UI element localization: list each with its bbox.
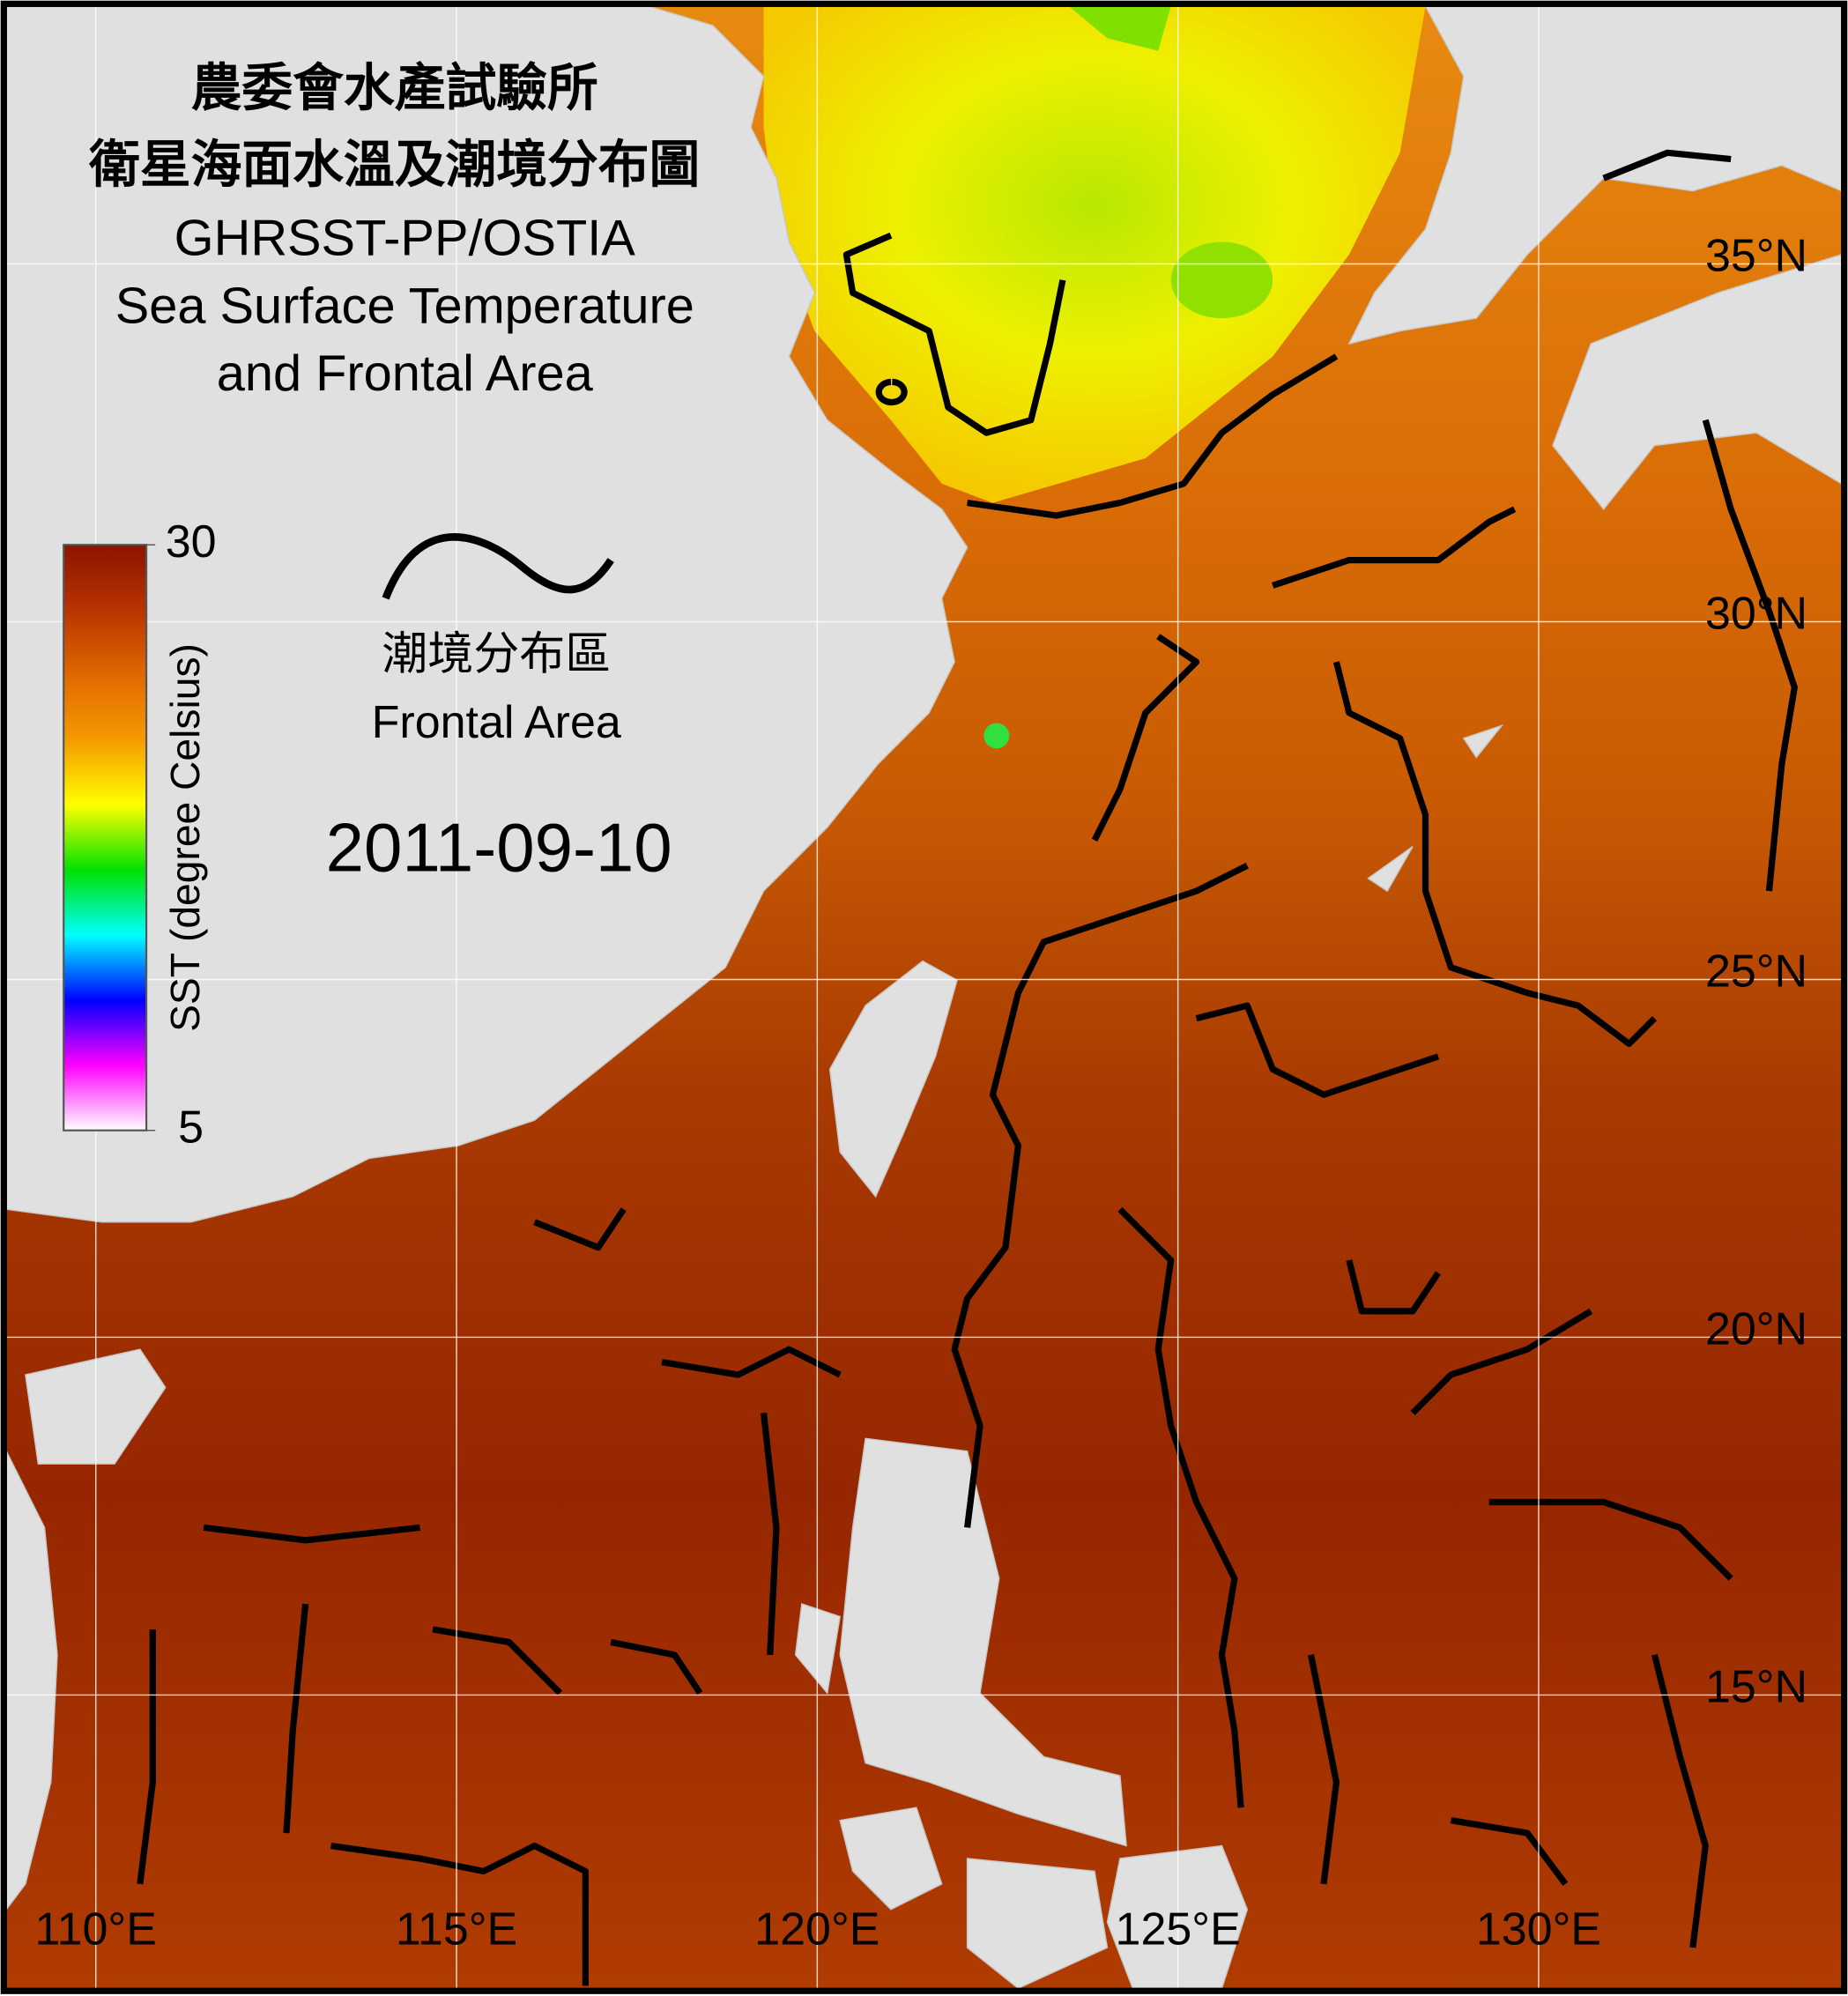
lon-label: 120°E (754, 1904, 879, 1955)
lon-label: 125°E (1116, 1904, 1241, 1955)
cool-patch (1069, 6, 1171, 51)
title-zh-2: 衛星海面水溫及潮境分布圖 (88, 134, 700, 194)
front-line (1602, 149, 1732, 182)
front-line (1346, 1259, 1441, 1315)
title-zh-1: 農委會水產試驗所 (191, 58, 598, 118)
front-line (1308, 1654, 1340, 1885)
front-line (951, 863, 1249, 1528)
front-line (1488, 1498, 1733, 1581)
front-line (1702, 419, 1798, 892)
front-line (1651, 1653, 1709, 1948)
front-line (533, 1207, 627, 1251)
front-line (203, 1524, 420, 1544)
japan (1552, 253, 1843, 510)
front-line (1272, 506, 1517, 589)
front-line (1332, 661, 1658, 1048)
luzon (839, 1437, 1127, 1847)
front-line (760, 1413, 780, 1656)
cool-patch (1170, 241, 1273, 319)
colorbar-ticks: 30 5 (146, 516, 217, 1153)
map-body: 35°N 30°N 25°N 20°N 15°N 110°E 115°E 120°E 125°E… (5, 5, 1843, 1990)
front-line (283, 1603, 309, 1834)
lon-label: 130°E (1476, 1904, 1601, 1955)
island (1367, 846, 1414, 893)
front-line (842, 232, 1066, 436)
cool-spot (983, 723, 1010, 749)
front-line (137, 1629, 156, 1885)
fronts (137, 149, 1798, 1986)
front-line (875, 378, 908, 405)
colorbar-tick-label: 30 (166, 516, 217, 568)
front-line (1117, 1206, 1244, 1808)
colorbar-tick-label: 5 (178, 1102, 204, 1153)
mindoro (839, 1807, 943, 1911)
island (1462, 723, 1504, 759)
front-line (432, 1626, 563, 1695)
lon-label: 110°E (35, 1904, 157, 1955)
front-line (330, 1842, 589, 1986)
front-line (1450, 1817, 1569, 1887)
lat-label: 30°N (1705, 588, 1807, 639)
title-en-2: Sea Surface Temperature (115, 278, 694, 334)
lat-label: 20°N (1705, 1303, 1807, 1354)
front-line (967, 353, 1339, 519)
graticule: 35°N 30°N 25°N 20°N 15°N 110°E 115°E 120°E 125°E… (6, 6, 1842, 1989)
lon-label: 115°E (396, 1904, 517, 1955)
front-line (1410, 1308, 1593, 1415)
legend-label-en: Frontal Area (372, 697, 621, 748)
taiwan (828, 960, 958, 1198)
legend-symbol (382, 533, 614, 600)
front-line (610, 1638, 703, 1695)
yellow-sea (763, 6, 1426, 503)
front-line (661, 1346, 842, 1378)
title-en-3: and Frontal Area (217, 345, 594, 402)
lat-label: 15°N (1705, 1661, 1807, 1712)
title-en-1: GHRSST-PP/OSTIA (174, 211, 636, 267)
china (5, 5, 969, 1223)
land (5, 5, 1843, 1990)
colorbar (63, 544, 148, 1132)
visayas (966, 1858, 1109, 1990)
front-line (1195, 1002, 1440, 1098)
legend-label-zh: 潮境分布區 (382, 627, 611, 680)
colorbar-label: SST (degree Celsius) (162, 643, 208, 1032)
korea (1347, 5, 1843, 345)
lat-label: 35°N (1705, 230, 1807, 281)
front-line (1091, 634, 1200, 842)
date: 2011-09-10 (326, 808, 672, 886)
lat-label: 25°N (1705, 946, 1807, 997)
